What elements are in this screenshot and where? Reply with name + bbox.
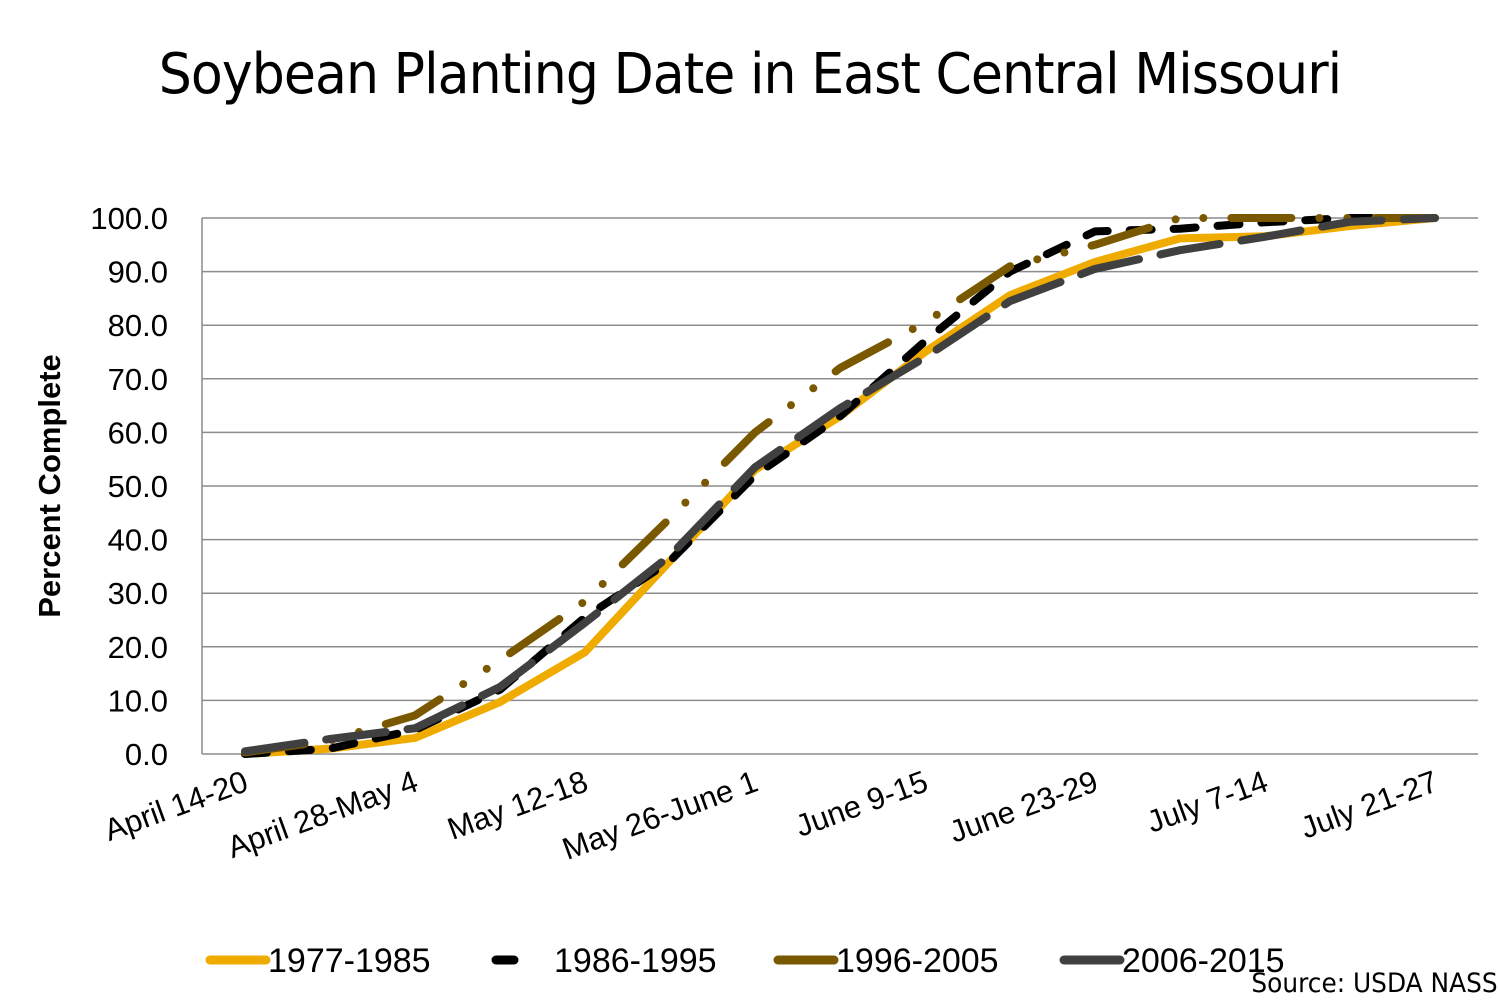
source-note: Source: USDA NASS xyxy=(1251,968,1498,999)
series-line-2006-2015 xyxy=(241,214,1439,756)
y-axis-ticks: 0.0 10.0 20.0 30.0 40.0 50.0 60.0 70.0 80.0 90.0 1… xyxy=(90,201,168,772)
x-tick-label: June 9-15 xyxy=(791,764,933,844)
chart-title: Soybean Planting Date in East Central Mi… xyxy=(158,42,1342,107)
y-tick-label: 100.0 xyxy=(90,201,168,236)
y-tick-label: 20.0 xyxy=(108,630,168,665)
legend-label: 1986-1995 xyxy=(554,942,717,980)
y-tick-label: 40.0 xyxy=(108,523,168,558)
legend: 1977-1985 1986-1995 1996-2005 2006-2015 xyxy=(205,942,1285,980)
x-tick-label: July 7-14 xyxy=(1142,764,1272,840)
legend-label: 1996-2005 xyxy=(836,942,999,980)
y-tick-label: 80.0 xyxy=(108,308,168,343)
legend-label: 2006-2015 xyxy=(1122,942,1285,980)
y-tick-label: 50.0 xyxy=(108,469,168,504)
series-lines xyxy=(241,214,1439,758)
y-axis-label: Percent Complete xyxy=(32,354,67,618)
legend-label: 1977-1985 xyxy=(268,942,431,980)
x-tick-label: July 21-27 xyxy=(1296,764,1442,846)
x-tick-label: April 28-May 4 xyxy=(223,764,423,865)
y-tick-label: 10.0 xyxy=(108,683,168,718)
series-line-1986-1995 xyxy=(241,214,1439,758)
legend-item: 1977-1985 xyxy=(205,942,431,980)
y-tick-label: 70.0 xyxy=(108,362,168,397)
x-tick-label: May 26-June 1 xyxy=(558,764,763,867)
y-tick-label: 60.0 xyxy=(108,415,168,450)
legend-item: 1996-2005 xyxy=(773,942,999,980)
gridlines xyxy=(201,217,1478,755)
series-line-1996-2005 xyxy=(241,214,1439,757)
y-tick-label: 0.0 xyxy=(125,737,168,772)
y-tick-label: 90.0 xyxy=(108,255,168,290)
y-tick-label: 30.0 xyxy=(108,576,168,611)
legend-item: 1986-1995 xyxy=(491,942,717,980)
x-tick-label: June 23-29 xyxy=(945,764,1103,850)
legend-item: 2006-2015 xyxy=(1059,942,1285,980)
